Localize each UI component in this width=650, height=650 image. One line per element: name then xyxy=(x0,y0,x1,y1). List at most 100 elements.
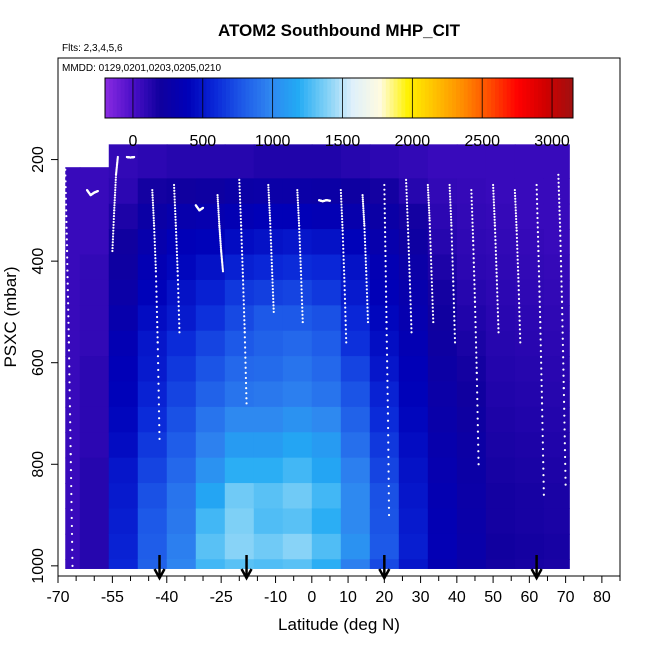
track-point xyxy=(151,194,154,197)
track-point xyxy=(177,291,180,295)
heatmap-cell xyxy=(166,381,197,408)
track-point xyxy=(385,305,388,308)
colorbar-tick-label: 500 xyxy=(189,133,216,150)
heatmap-cell xyxy=(340,381,371,408)
track-point xyxy=(173,198,176,201)
track-point xyxy=(427,201,430,204)
track-point xyxy=(537,270,541,273)
heatmap-cell xyxy=(427,144,458,179)
colorbar-cell xyxy=(491,78,496,118)
heatmap-cell xyxy=(282,457,313,484)
track-point xyxy=(562,380,565,384)
track-point xyxy=(341,236,344,240)
track-point xyxy=(409,291,412,294)
track-point xyxy=(366,302,369,306)
heatmap-cell xyxy=(485,508,516,535)
track-point xyxy=(244,381,248,385)
track-point xyxy=(69,421,72,424)
heatmap-cell xyxy=(137,483,168,510)
heatmap-cell xyxy=(282,254,313,281)
track-point xyxy=(431,295,434,298)
track-point xyxy=(241,264,244,267)
track-point xyxy=(218,233,222,236)
heatmap-cell xyxy=(65,508,81,535)
heatmap-cell xyxy=(79,406,110,433)
track-point xyxy=(299,273,303,277)
track-point xyxy=(535,188,538,191)
heatmap-cell xyxy=(543,144,570,179)
track-point xyxy=(268,201,271,204)
track-point xyxy=(174,224,177,227)
heatmap-cell xyxy=(79,330,110,357)
heatmap-cell xyxy=(427,356,458,383)
colorbar-cell xyxy=(179,78,184,118)
track-point xyxy=(114,186,117,189)
track-point xyxy=(562,400,566,403)
track-point xyxy=(218,228,221,231)
track-point xyxy=(477,456,480,459)
track-point xyxy=(299,250,302,253)
track-point xyxy=(429,244,432,247)
track-point xyxy=(387,448,390,451)
heatmap-cell xyxy=(398,330,429,357)
track-point xyxy=(361,198,364,201)
track-point xyxy=(269,235,272,238)
colorbar-tick-label: 2500 xyxy=(464,133,500,150)
track-point xyxy=(66,282,69,285)
colorbar-cell xyxy=(167,78,172,118)
track-point xyxy=(541,434,544,438)
track-point xyxy=(175,253,179,257)
heatmap-cell xyxy=(485,203,516,230)
colorbar-cell xyxy=(268,78,274,118)
heatmap-cell xyxy=(369,254,400,281)
heatmap-cell xyxy=(137,508,168,535)
track-point xyxy=(65,220,68,224)
x-tick-label: 20 xyxy=(375,589,393,606)
track-point xyxy=(407,239,410,242)
track-point xyxy=(241,257,244,260)
colorbar-cell xyxy=(315,78,320,118)
heatmap-cell xyxy=(166,279,197,306)
heatmap-cell xyxy=(485,178,516,205)
track-point xyxy=(407,246,410,249)
track-point xyxy=(541,454,545,457)
track-point xyxy=(363,234,366,237)
track-point xyxy=(340,203,343,206)
heatmap-cell xyxy=(369,457,400,484)
colorbar-cell xyxy=(124,78,129,118)
heatmap-cell xyxy=(369,432,400,459)
track-point xyxy=(407,253,411,256)
track-point xyxy=(153,244,156,247)
track-point xyxy=(243,331,246,334)
track-point xyxy=(217,217,221,221)
heatmap-cell xyxy=(282,432,313,459)
track-point xyxy=(449,198,452,201)
track-point xyxy=(518,319,521,322)
track-point xyxy=(387,506,391,509)
track-point xyxy=(408,264,411,267)
track-point xyxy=(406,208,409,211)
track-point xyxy=(153,247,157,250)
colorbar-cell xyxy=(280,78,285,118)
track-point xyxy=(241,268,244,271)
track-point xyxy=(272,301,275,304)
track-point xyxy=(409,315,413,318)
track-point xyxy=(405,185,408,188)
track-point xyxy=(514,197,517,200)
colorbar-cell xyxy=(545,78,551,118)
track-point xyxy=(269,229,272,232)
track-point xyxy=(340,215,344,218)
track-point xyxy=(541,421,544,425)
track-point xyxy=(383,226,387,229)
track-point xyxy=(492,201,495,204)
track-point xyxy=(514,200,517,203)
track-point xyxy=(364,266,368,270)
track-point xyxy=(65,226,68,229)
heatmap-cell xyxy=(398,279,429,306)
track-point xyxy=(297,221,301,225)
track-point xyxy=(473,278,476,282)
track-point xyxy=(477,450,480,453)
track-point xyxy=(219,239,222,242)
heatmap-cell xyxy=(427,432,458,459)
heatmap-cell xyxy=(137,229,168,256)
